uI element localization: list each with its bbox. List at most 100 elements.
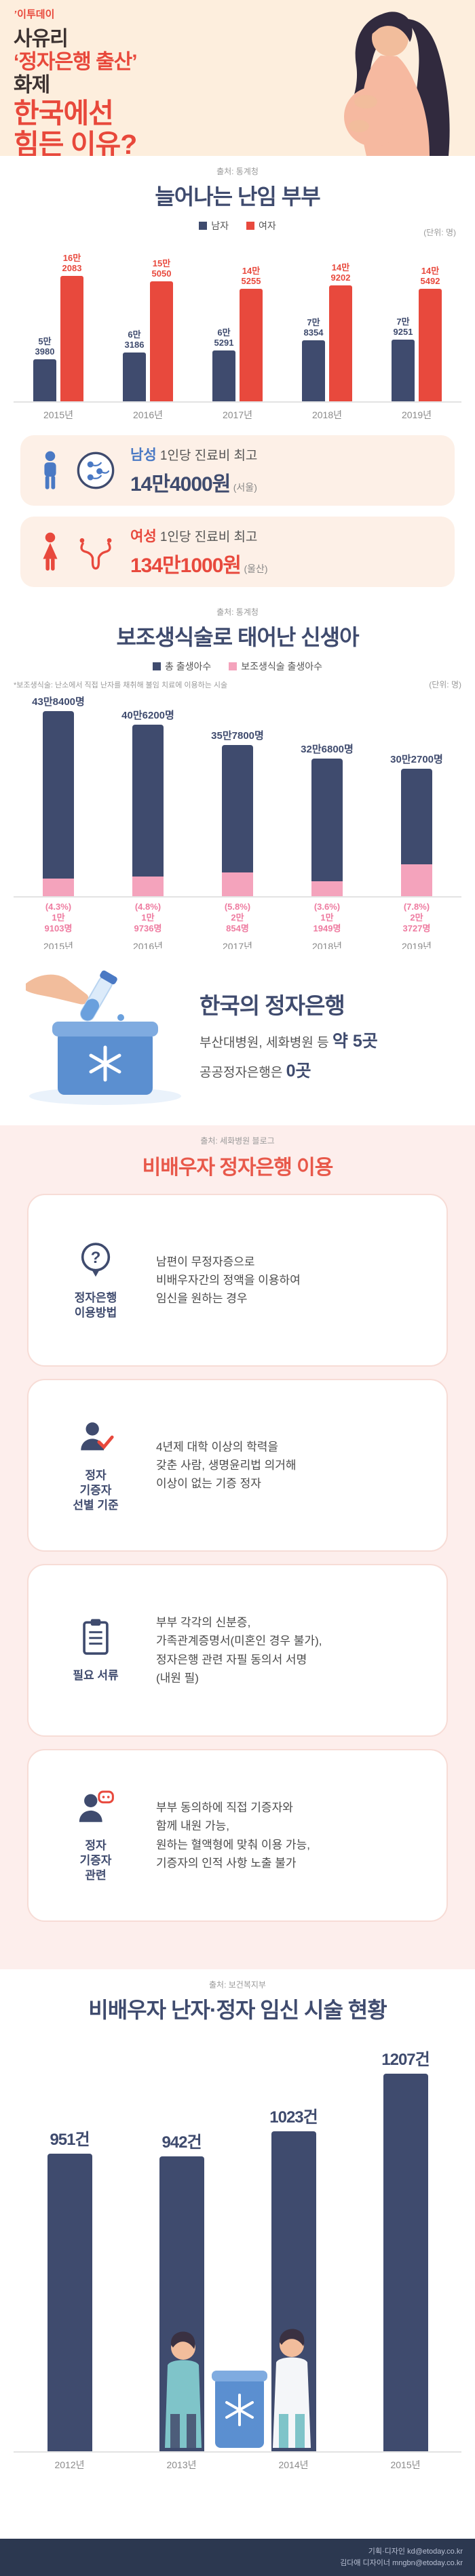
axis-year-label: 2019년 [401,409,432,420]
bar-group: 5만 3980 16만 2083 [14,243,103,401]
bank-count: 약 5곳 [332,1032,378,1051]
bar [383,2074,428,2451]
bar-wrap: 5만 3980 [33,336,56,401]
legend-item-assisted: 보조생식술 출생아수 [229,660,322,673]
bar [419,289,442,401]
usage-row-donor-criteria: 정자 기증자 선별 기준 4년제 대학 이상의 학력을 갖춘 사람, 생명윤리법… [27,1379,448,1552]
gender-label: 남성 [130,447,157,463]
total-value-label: 32만6800명 [301,744,354,755]
usage-row-documents: 필요 서류 부부 각각의 신분증, 가족관계증명서(미혼인 경우 불가), 정자… [27,1564,448,1737]
uterus-icon [76,532,115,571]
axis-year-label: 2012년 [54,2459,85,2470]
female-icon [39,532,61,571]
bar-group: 43만8400명 [14,694,103,896]
bar-value-label: 16만 2083 [62,253,82,274]
bar-wrap: 6만 5291 [212,327,235,401]
etoday-logo: ’이투데이 [14,7,475,21]
assisted-value-label: (3.6%) 1만 1949명 [313,902,341,933]
usage-rows: ? 정자은행 이용방법 남편이 무정자증으로 비배우자간의 정액을 이용하여 임… [27,1194,448,1922]
x-axis: (4.3%) 1만 9103명 2015년 (4.8%) 1만 9736명 2016년… [14,898,461,949]
total-value-label: 43만8400명 [32,696,85,708]
axis-year-label: 2018년 [311,940,343,949]
region-label: (울산) [244,563,268,574]
axis-year-label: 2014년 [278,2459,309,2470]
petri-dish-icon [76,451,115,490]
assisted-value-label: (4.8%) 1만 9736명 [134,902,162,933]
bar-value-label: 14만 9202 [330,262,351,283]
total-value-label: 40만6200명 [121,710,174,721]
axis-year-label: 2013년 [166,2459,197,2470]
header-title-line: 화제 [14,74,50,97]
header-title-line: 사유리 [14,28,69,50]
bank-line-2: 공공정자은행은 0곳 [200,1057,378,1087]
bar [329,285,352,401]
svg-text:?: ? [91,1249,101,1267]
logo-text: 이투데이 [17,9,55,20]
stacked-bar [311,759,343,896]
assisted-births-chart-section: 출처: 통계청 보조생식술로 태어난 신생아 총 출생아수 보조생식술 출생아수… [0,597,475,949]
stacked-bar-chart: 43만8400명 40만6200명 35만7800명 32만6800명 30만2700명 [14,694,461,898]
clinic-staff-illustration [153,2312,322,2451]
cost-card-female: 여성 1인당 진료비 최고 134만1000원 (울산) [20,517,455,587]
axis-year-label: 2015년 [43,940,74,949]
assisted-value-label: (5.8%) 2만 854명 [224,902,251,933]
x-axis: 2015년 2016년 2017년 2018년 2019년 [14,403,461,422]
total-bar-segment [43,711,74,879]
bar-label-col: (7.8%) 2만 3727명 2019년 [372,898,461,949]
bar-value-label: 6만 5291 [214,327,234,348]
footnote: *보조생식술: 난소에서 직접 난자를 채취해 불임 치료에 이용하는 시술 [14,681,228,689]
total-bar-segment [401,769,432,864]
test-tube-freezer-illustration [20,965,190,1110]
page-title: 사유리 ‘정자은행 출산’ 화제 한국에선 힘든 이유? [14,28,475,156]
section-title: 비배우자 정자은행 이용 [142,1156,334,1179]
usage-row-text: 남편이 무정자증으로 비배우자간의 정액을 이용하여 임신을 원하는 경우 [156,1255,301,1306]
treatment-cost-section: 남성 1인당 진료비 최고 14만4000원 (서울) 여성 1인당 진료비 최… [0,427,475,597]
chart-title: 늘어나는 난임 부부 [155,184,320,209]
header-title-line: ‘정자은행 출산’ [14,51,138,74]
assisted-bar-segment [132,877,164,896]
bar [240,289,263,401]
bar-wrap: 14만 9202 [329,262,352,401]
bar [33,359,56,401]
stacked-bar [132,725,164,896]
bar-label-col: (5.8%) 2만 854명 2017년 [193,898,282,949]
cost-card-text: 여성 1인당 진료비 최고 134만1000원 (울산) [130,525,268,578]
unit-label: (단위: 명) [429,680,461,689]
axis-year-label: 2016년 [132,409,164,420]
bar-group: 1207건 [349,2032,461,2451]
bar-label-col: (4.3%) 1만 9103명 2015년 [14,898,103,949]
axis-year-label: 2015년 [43,409,74,420]
assisted-value-label: (4.3%) 1만 9103명 [44,902,73,933]
assisted-bar-segment [401,864,432,896]
legend-label: 남자 [211,220,229,231]
header-title-line: 힘든 이유? [14,129,137,156]
bar-value-label: 942건 [162,2133,202,2152]
bar [150,281,173,401]
axis-year-label: 2017년 [222,409,253,420]
infertile-couples-chart-section: 출처: 통계청 늘어나는 난임 부부 남자 여자 (단위: 명) 5만 3980… [0,156,475,427]
axis-year-label: 2017년 [222,940,253,949]
assisted-value-label: (7.8%) 2만 3727명 [402,902,431,933]
section-source: 출처: 세화병원 블로그 [200,1136,275,1146]
legend-label: 총 출생아수 [164,661,212,672]
assisted-bar-segment [222,872,253,896]
bar-value-label: 1023건 [269,2108,318,2127]
chart-source: 출처: 보건복지부 [209,1980,266,1990]
question-bubble-icon: ? [76,1240,115,1283]
legend-swatch [152,662,161,670]
bar-value-label: 5만 3980 [35,336,55,357]
sperm-bank-usage-section: 출처: 세화병원 블로그 비배우자 정자은행 이용 ? 정자은행 이용방법 남편… [0,1125,475,1969]
chart-title: 보조생식술로 태어난 신생아 [116,625,359,649]
cost-amount: 14만4000원 [130,473,231,496]
assisted-bar-segment [311,881,343,896]
bar-group: 7만 9251 14만 5492 [372,243,461,401]
bar-label-col: (3.6%) 1만 1949명 2018년 [282,898,372,949]
usage-row-label: 정자 기증자 선별 기준 [73,1468,119,1512]
logo-mark: ’ [14,9,17,20]
legend-item-male: 남자 [199,219,229,233]
bar [212,350,235,401]
bar-value-label: 14만 5492 [420,266,440,287]
section-title: 한국의 정자은행 [200,993,345,1019]
bar-label-col: (4.8%) 1만 9736명 2016년 [103,898,193,949]
assisted-bar-segment [43,879,74,896]
